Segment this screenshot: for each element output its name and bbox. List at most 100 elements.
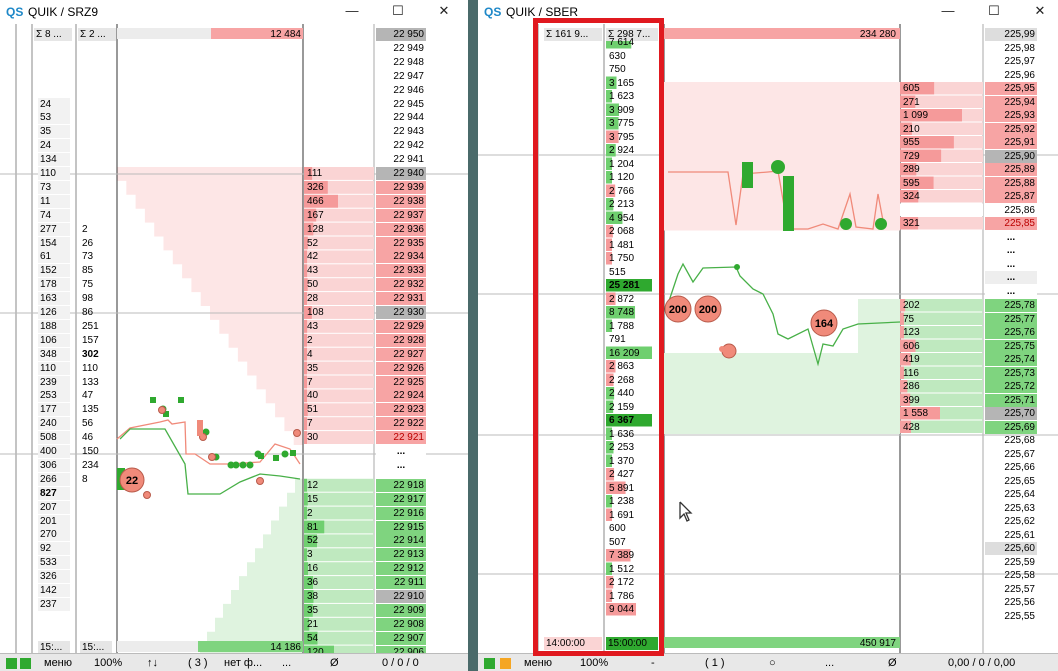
- trades-col1-cell[interactable]: 239: [38, 375, 70, 389]
- bid-volume-cell[interactable]: 52: [307, 535, 319, 547]
- ask-price-cell[interactable]: 225,90: [985, 149, 1037, 163]
- ask-price-cell[interactable]: 225,85: [985, 217, 1037, 230]
- cluster-cell[interactable]: 2 172: [609, 577, 635, 588]
- cluster-cell[interactable]: 2 068: [609, 226, 635, 237]
- ask-volume-cell[interactable]: 595: [903, 177, 920, 189]
- right-total-bottom[interactable]: 450 917: [859, 638, 896, 649]
- trades-col1-cell[interactable]: 240: [38, 417, 70, 431]
- ask-price-cell[interactable]: 22 924: [376, 389, 426, 403]
- ask-volume-cell[interactable]: 128: [307, 223, 324, 235]
- trades-col1-cell[interactable]: 73: [38, 180, 70, 194]
- ask-volume-cell[interactable]: 289: [903, 164, 920, 175]
- ask-price-cell[interactable]: 22 930: [376, 306, 426, 319]
- cluster-cell[interactable]: 2 268: [609, 374, 635, 386]
- ask-price-cell[interactable]: 22 936: [376, 222, 426, 236]
- bid-volume-cell[interactable]: 21: [307, 618, 319, 630]
- cluster-cell[interactable]: 630: [609, 50, 626, 62]
- cluster-cell[interactable]: 3 909: [609, 104, 635, 116]
- trades-col2-cell[interactable]: 85: [82, 265, 94, 277]
- spread-mark[interactable]: ...: [985, 230, 1037, 244]
- cluster-cell[interactable]: 2 766: [609, 185, 635, 197]
- bid-volume-cell[interactable]: 606: [903, 340, 920, 352]
- ask-volume-cell[interactable]: 28: [307, 293, 319, 305]
- trades-col2-cell[interactable]: 46: [82, 432, 94, 444]
- cluster-cell[interactable]: 1 636: [609, 428, 635, 440]
- trades-col2-cell[interactable]: 47: [82, 390, 94, 402]
- trades-col1-cell[interactable]: 177: [38, 403, 70, 417]
- cluster-cell[interactable]: 2 159: [609, 401, 635, 413]
- bid-volume-cell[interactable]: 428: [903, 421, 920, 433]
- bid-price-cell[interactable]: 22 912: [376, 562, 426, 576]
- bid-volume-cell[interactable]: 116: [903, 367, 919, 379]
- trades-col1-cell[interactable]: 400: [38, 445, 70, 458]
- left-order-book[interactable]: 22 Σ 8 ... Σ 2 ... 12 484 22 950 22 949 22 94…: [0, 24, 468, 659]
- ask-volume-cell[interactable]: 1 099: [903, 110, 929, 121]
- trades-col2-cell[interactable]: 73: [82, 251, 94, 263]
- trades-col1-cell[interactable]: 110: [38, 167, 70, 180]
- cluster-cell[interactable]: 7 389: [609, 550, 635, 561]
- right-footer-time-1[interactable]: 14:00:00: [544, 637, 602, 650]
- price-cell[interactable]: 225,62: [1004, 516, 1035, 527]
- bid-price-cell[interactable]: 22 908: [376, 617, 426, 631]
- ask-volume-cell[interactable]: 111: [307, 168, 323, 179]
- ask-price-cell[interactable]: 22 933: [376, 264, 426, 278]
- trades-col1-cell[interactable]: 53: [38, 111, 70, 125]
- bid-volume-cell[interactable]: 286: [903, 381, 920, 392]
- right-order-book[interactable]: 200 200 164 Σ 161 9... Σ 298 7... 234 280 225…: [478, 24, 1058, 653]
- cluster-cell[interactable]: 1 120: [609, 172, 635, 183]
- price-cell[interactable]: 225,65: [1004, 475, 1035, 487]
- circle-icon[interactable]: ○: [769, 657, 776, 669]
- trades-col1-cell[interactable]: 163: [38, 292, 70, 306]
- right-dash[interactable]: -: [651, 657, 655, 669]
- price-cell[interactable]: 225,64: [1004, 489, 1035, 500]
- trades-col1-cell[interactable]: 270: [38, 528, 70, 542]
- left-order-count[interactable]: ( 3 ): [188, 657, 208, 669]
- bid-price-cell[interactable]: 225,74: [985, 353, 1037, 366]
- bid-price-cell[interactable]: 22 918: [376, 478, 426, 492]
- cluster-cell[interactable]: 1 750: [609, 253, 635, 264]
- cluster-cell[interactable]: 3 775: [609, 118, 635, 129]
- right-empty-set-icon[interactable]: Ø: [888, 657, 897, 669]
- price-cell[interactable]: 225,56: [1004, 597, 1035, 608]
- cluster-cell[interactable]: 2 253: [609, 442, 635, 453]
- trades-col2-cell[interactable]: 133: [82, 376, 99, 388]
- bid-price-cell[interactable]: 22 916: [376, 506, 426, 520]
- bid-volume-cell[interactable]: 81: [307, 521, 319, 533]
- cluster-cell[interactable]: 791: [609, 334, 626, 345]
- ask-volume-cell[interactable]: 7: [307, 418, 313, 430]
- ask-price-cell[interactable]: 225,91: [985, 136, 1037, 149]
- bid-price-cell[interactable]: 22 910: [376, 590, 426, 603]
- trades-col2-cell[interactable]: 75: [82, 279, 94, 291]
- right-menu-button[interactable]: меню: [524, 657, 553, 669]
- ask-price-cell[interactable]: 225,87: [985, 190, 1037, 203]
- bid-volume-cell[interactable]: 36: [307, 577, 319, 589]
- ask-price-cell[interactable]: 22 923: [376, 403, 426, 417]
- price-cell[interactable]: 22 948: [393, 56, 424, 68]
- trades-col1-cell[interactable]: 277: [38, 222, 70, 236]
- spread-mark[interactable]: ...: [985, 284, 1037, 298]
- bid-volume-cell[interactable]: 399: [903, 394, 920, 406]
- bid-volume-cell[interactable]: 16: [307, 563, 319, 575]
- trades-col1-cell[interactable]: 134: [38, 153, 70, 167]
- trades-col1-cell[interactable]: 154: [38, 236, 70, 250]
- bid-volume-cell[interactable]: 35: [307, 604, 319, 616]
- ask-volume-cell[interactable]: 2: [307, 334, 313, 346]
- trades-col1-cell[interactable]: 201: [38, 514, 70, 528]
- bid-volume-cell[interactable]: 54: [307, 632, 319, 644]
- bid-volume-cell[interactable]: 12: [307, 479, 319, 491]
- cluster-cell[interactable]: 1 623: [609, 91, 635, 102]
- price-cell[interactable]: 22 950: [376, 28, 426, 41]
- price-cell[interactable]: 22 941: [393, 154, 424, 166]
- cluster-cell[interactable]: 2 213: [609, 199, 635, 210]
- trades-col1-cell[interactable]: 237: [38, 597, 70, 611]
- trades-col1-cell[interactable]: 106: [38, 333, 70, 347]
- cluster-cell[interactable]: 16 209: [609, 347, 640, 359]
- bid-price-cell[interactable]: 225,75: [985, 339, 1037, 353]
- ask-price-cell[interactable]: 22 928: [376, 333, 426, 347]
- spread-mark[interactable]: ...: [376, 458, 426, 472]
- trades-col1-cell[interactable]: 266: [38, 472, 70, 486]
- left-total-top[interactable]: 12 484: [270, 29, 301, 40]
- trades-col1-cell[interactable]: 326: [38, 570, 70, 584]
- right-more-button[interactable]: ...: [825, 657, 835, 669]
- trades-col2-cell[interactable]: 150: [82, 446, 99, 457]
